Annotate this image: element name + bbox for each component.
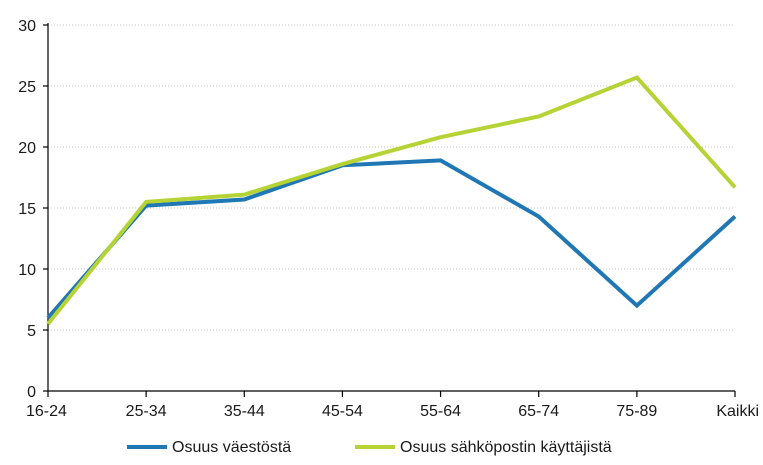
- x-tick-label: 45-54: [322, 403, 363, 420]
- legend-label-1: Osuus väestöstä: [172, 439, 291, 456]
- x-tick-label: 25-34: [126, 403, 167, 420]
- series-lines: [46, 75, 737, 326]
- legend-label-2: Osuus sähköpostin käyttäjistä: [400, 439, 612, 456]
- x-tick-label: Kaikki: [716, 403, 759, 420]
- series-line-2: [46, 75, 737, 326]
- y-tick-label: 20: [18, 140, 36, 157]
- y-tick-labels: 0 5 10 15 20 25 30: [18, 18, 36, 401]
- y-tick-label: 10: [18, 262, 36, 279]
- y-tick-label: 0: [27, 384, 36, 401]
- axes: [43, 23, 736, 397]
- x-tick-label: 35-44: [224, 403, 265, 420]
- x-tick-label: 16-24: [26, 403, 67, 420]
- x-tick-labels: 16-24 25-34 35-44 45-54 55-64 65-74 75-89 Kaikk…: [26, 403, 759, 420]
- y-tick-label: 25: [18, 79, 36, 96]
- x-tick-label: 55-64: [420, 403, 461, 420]
- y-tick-label: 30: [18, 18, 36, 35]
- gridlines: [48, 24, 735, 331]
- y-tick-label: 5: [27, 323, 36, 340]
- x-tick-label: 75-89: [616, 403, 657, 420]
- x-tick-label: 65-74: [518, 403, 559, 420]
- legend: Osuus väestöstä Osuus sähköpostin käyttäj…: [127, 439, 612, 456]
- series-line-1: [46, 158, 737, 320]
- y-tick-label: 15: [18, 201, 36, 218]
